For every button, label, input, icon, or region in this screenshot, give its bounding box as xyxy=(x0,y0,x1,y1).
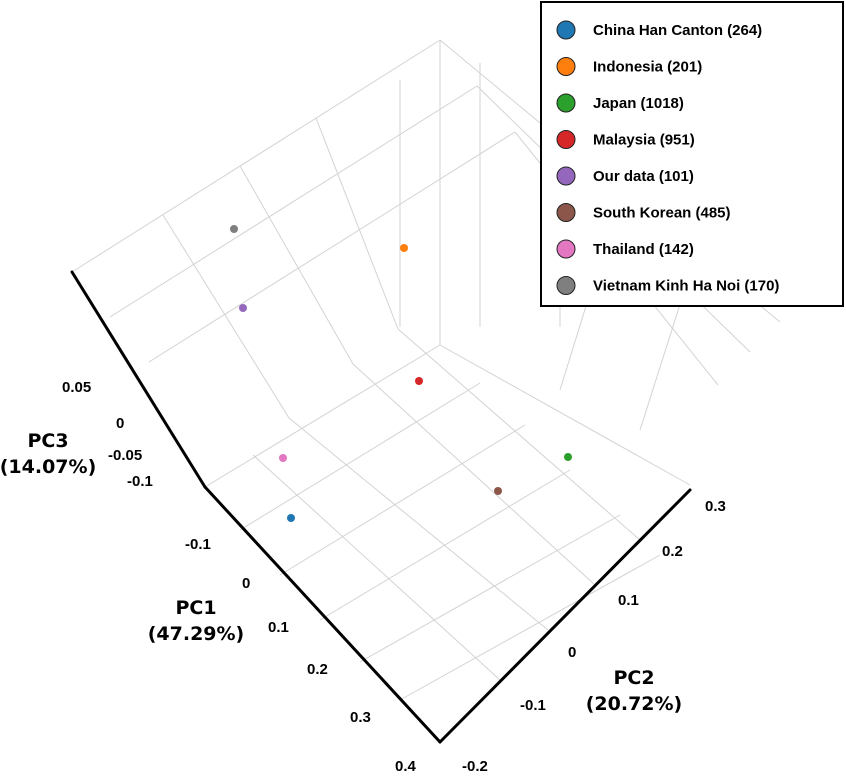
data-point xyxy=(287,514,295,522)
x-tick-label: 0.1 xyxy=(268,619,289,636)
data-point xyxy=(239,304,247,312)
z-tick-label: 0.05 xyxy=(62,379,91,396)
y-axis-subtitle: (20.72%) xyxy=(586,693,683,715)
x-tick-label: 0.3 xyxy=(350,709,371,726)
x-tick-label: 0.4 xyxy=(395,758,417,775)
z-tick-label: -0.1 xyxy=(127,473,153,490)
x-axis-subtitle: (47.29%) xyxy=(148,623,245,645)
data-points xyxy=(230,225,572,522)
legend-label: Vietnam Kinh Ha Noi (170) xyxy=(593,278,779,295)
legend-marker xyxy=(556,130,576,149)
y-tick-label: 0.3 xyxy=(705,498,726,515)
z-axis-line xyxy=(70,270,207,489)
legend-label: Thailand (142) xyxy=(593,241,694,258)
data-point xyxy=(279,454,287,462)
x-tick-label: 0 xyxy=(242,575,250,592)
y-ticks: -0.2 -0.1 0 0.1 0.2 0.3 xyxy=(462,498,726,775)
axes xyxy=(70,270,692,744)
legend: China Han Canton (264) Indonesia (201) Jap… xyxy=(540,1,844,307)
y-tick-label: 0.1 xyxy=(618,592,639,609)
legend-box xyxy=(540,1,844,307)
axis-titles: PC3 (14.07%) PC1 (47.29%) PC2 (20.72%) xyxy=(0,430,682,715)
x-tick-label: -0.1 xyxy=(185,536,211,553)
legend-marker xyxy=(556,57,576,76)
legend-label: Malaysia (951) xyxy=(593,132,695,149)
z-tick-label: 0 xyxy=(116,415,124,432)
x-axis-title: PC1 xyxy=(175,597,216,619)
legend-marker xyxy=(556,239,576,259)
legend-marker xyxy=(556,20,576,40)
x-axis-line xyxy=(203,485,442,744)
data-point xyxy=(494,487,502,495)
legend-label: Indonesia (201) xyxy=(593,59,702,76)
y-tick-label: 0.2 xyxy=(662,543,683,560)
x-ticks: -0.1 0 0.1 0.2 0.3 0.4 xyxy=(185,536,417,775)
legend-label: Japan (1018) xyxy=(593,95,684,112)
legend-marker xyxy=(556,166,576,186)
y-tick-label: -0.2 xyxy=(462,758,488,775)
data-point xyxy=(564,453,572,461)
legend-marker xyxy=(556,93,576,113)
x-tick-label: 0.2 xyxy=(307,661,328,678)
data-point xyxy=(230,225,238,233)
y-axis-title: PC2 xyxy=(613,667,654,689)
y-tick-label: 0 xyxy=(568,644,576,661)
z-axis-title: PC3 xyxy=(27,430,68,452)
z-tick-label: -0.05 xyxy=(108,447,142,464)
legend-label: Our data (101) xyxy=(593,168,694,185)
legend-label: China Han Canton (264) xyxy=(593,22,762,39)
y-axis-line xyxy=(438,488,692,744)
y-tick-label: -0.1 xyxy=(520,697,546,714)
data-point xyxy=(415,377,423,385)
z-ticks: 0.05 0 -0.05 -0.1 xyxy=(62,379,153,490)
legend-marker xyxy=(556,203,576,222)
legend-label: South Korean (485) xyxy=(593,205,731,222)
data-point xyxy=(400,244,408,252)
z-axis-subtitle: (14.07%) xyxy=(0,456,96,478)
legend-marker xyxy=(556,276,576,295)
